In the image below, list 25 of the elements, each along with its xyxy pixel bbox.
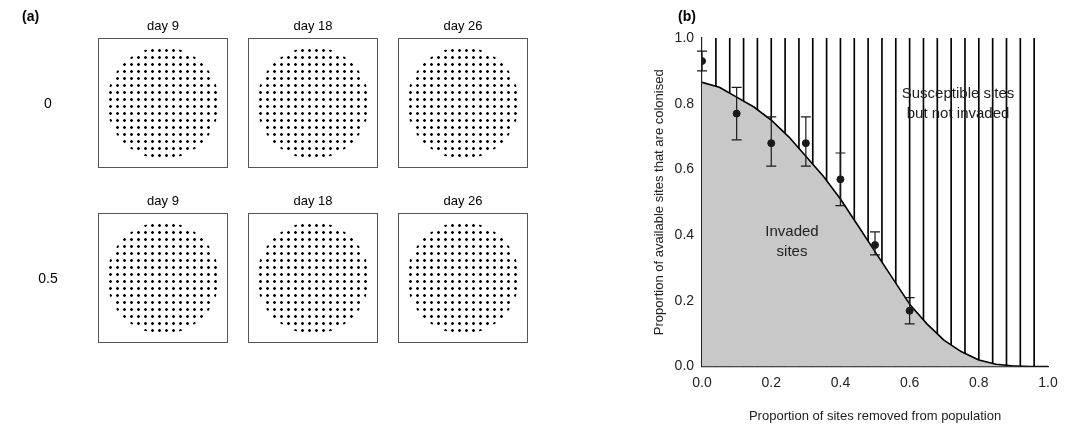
x-tick-label: 0.2 (761, 373, 782, 390)
x-tick-label: 0.4 (830, 373, 851, 390)
text: 0 (43, 94, 53, 111)
y-tick-label: 0.0 (674, 357, 695, 374)
y-tick-label: 0.4 (674, 226, 695, 243)
text: day 18 (293, 193, 333, 210)
text: 0.5 (37, 269, 59, 286)
y-tick-label: 0.8 (674, 94, 695, 111)
x-tick-label: 1.0 (1038, 373, 1058, 390)
text: day 26 (443, 18, 483, 35)
text: day 9 (147, 193, 179, 210)
x-tick-label: 0.0 (692, 373, 712, 390)
y-axis-title: Proportion of available sites that are colonised (651, 69, 667, 336)
y-tick-label: 0.2 (674, 291, 695, 308)
annotation: Invaded sites (765, 221, 819, 259)
y-tick-label: 0.6 (674, 160, 695, 177)
x-axis-title: Proportion of sites removed from population (748, 407, 1002, 423)
chart-title: (b) (678, 8, 696, 24)
text: day 26 (443, 193, 483, 210)
x-tick-label: 0.8 (969, 373, 989, 390)
y-tick-label: 1.0 (674, 28, 695, 45)
text: day 9 (147, 18, 179, 35)
text: (a) (22, 8, 40, 24)
text: day 18 (293, 18, 333, 35)
x-tick-label: 0.6 (899, 373, 920, 390)
